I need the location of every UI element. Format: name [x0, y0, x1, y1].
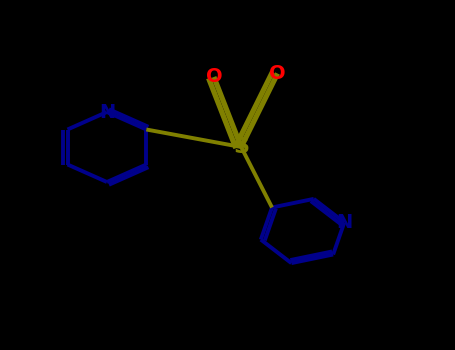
Text: O: O: [269, 64, 286, 83]
Text: N: N: [99, 103, 115, 121]
Text: N: N: [336, 213, 353, 232]
Text: S: S: [233, 137, 249, 157]
Text: O: O: [206, 68, 222, 86]
